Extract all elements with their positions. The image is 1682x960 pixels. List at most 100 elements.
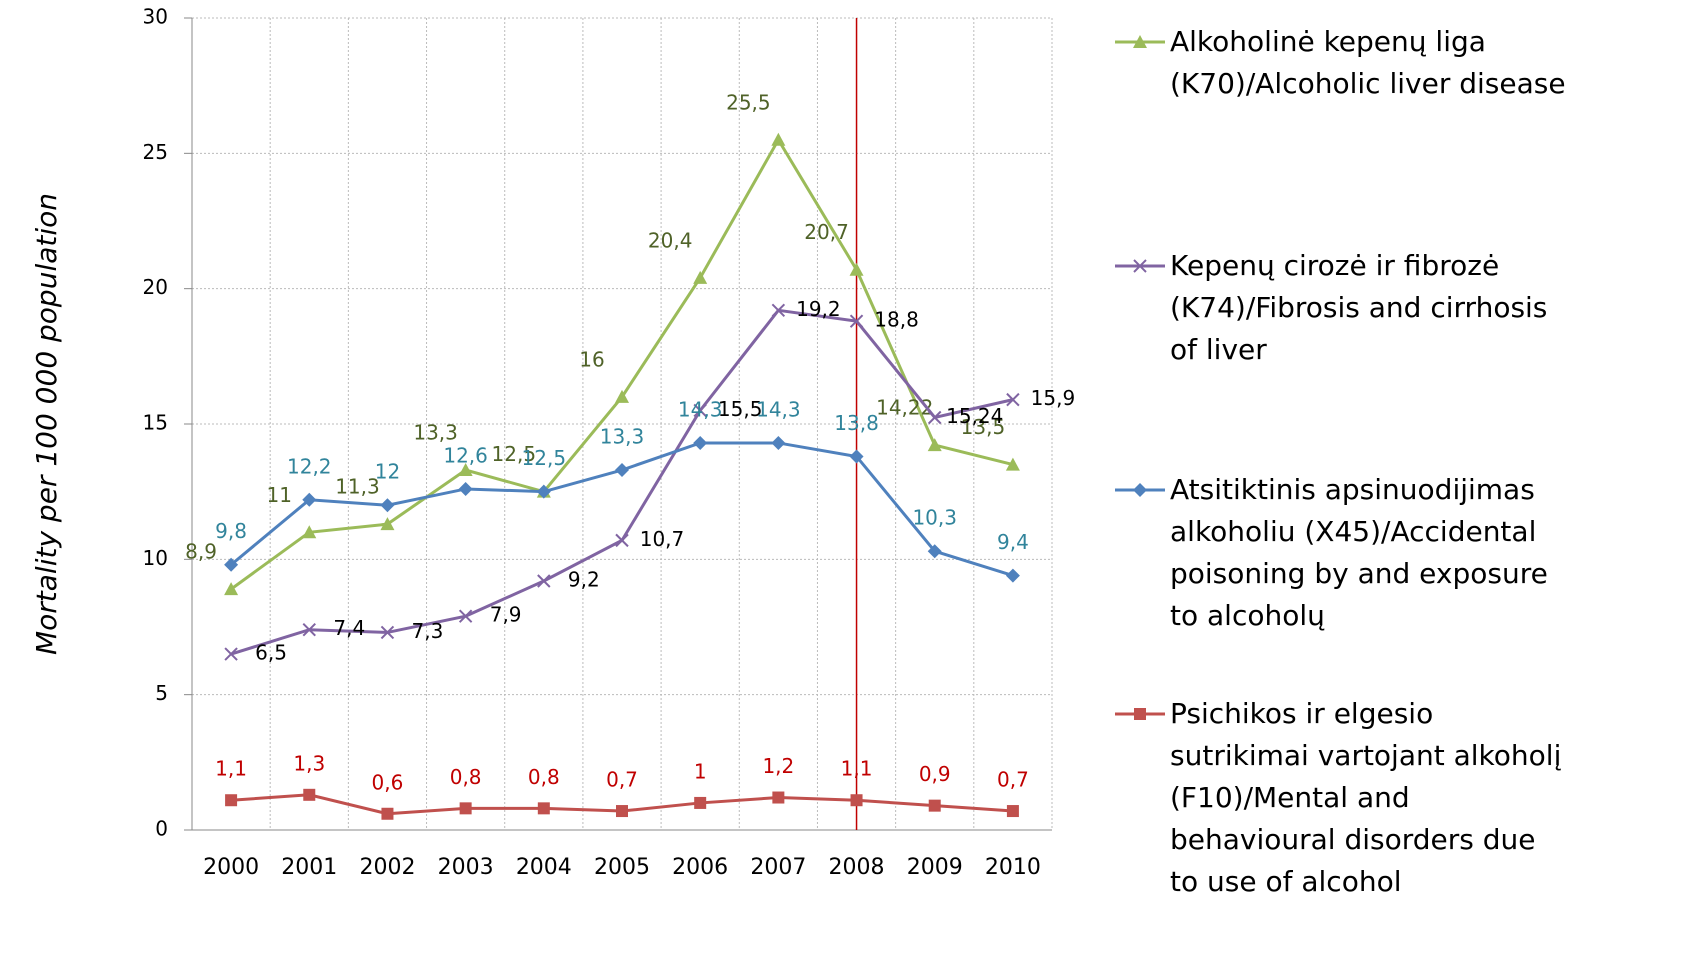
data-label: 0,7 (606, 768, 638, 792)
marker (224, 557, 239, 572)
marker (615, 389, 629, 403)
x-tick-label: 2009 (907, 855, 963, 880)
data-label: 1,2 (762, 754, 794, 778)
marker (459, 802, 472, 815)
marker (1133, 483, 1147, 497)
data-label: 1,3 (293, 751, 325, 775)
data-label: 10,7 (640, 527, 685, 551)
legend-label: Psichikos ir elgesio sutrikimai vartojan… (1170, 697, 1562, 898)
data-label: 16 (579, 347, 604, 371)
marker (302, 622, 316, 637)
data-label: 14,3 (678, 397, 723, 421)
marker (1133, 259, 1147, 273)
legend-label: Alkoholinė kepenų liga (K70)/Alcoholic l… (1170, 25, 1566, 100)
data-label: 0,7 (997, 768, 1029, 792)
data-label: 12,2 (287, 454, 332, 478)
marker (772, 791, 785, 804)
data-label: 0,8 (528, 765, 560, 789)
marker (1006, 392, 1020, 407)
marker (771, 303, 786, 318)
marker (536, 484, 551, 499)
data-label: 0,6 (372, 770, 404, 794)
data-label: 13,3 (413, 421, 458, 445)
data-label: 25,5 (726, 90, 771, 114)
marker (380, 625, 395, 640)
data-label: 8,9 (185, 540, 217, 564)
marker (302, 492, 317, 507)
marker (1005, 568, 1020, 583)
marker (458, 463, 473, 477)
marker (381, 807, 394, 820)
x-tick-label: 2000 (203, 855, 259, 880)
marker (537, 802, 550, 815)
data-label: 0,8 (450, 765, 482, 789)
data-label: 7,9 (490, 603, 522, 627)
data-label: 12,6 (443, 443, 488, 467)
y-tick-label: 5 (155, 681, 168, 705)
data-label: 12,5 (522, 446, 567, 470)
marker (1133, 35, 1147, 48)
marker (771, 435, 786, 450)
x-tick-label: 2001 (281, 855, 337, 880)
marker (928, 410, 942, 425)
marker (928, 799, 941, 812)
data-label: 11 (267, 483, 292, 507)
marker (771, 132, 786, 146)
data-label: 12,5 (492, 442, 537, 466)
marker (615, 533, 629, 548)
x-tick-label: 2007 (750, 855, 806, 880)
marker (615, 463, 629, 478)
marker (694, 796, 707, 809)
data-label: 19,2 (796, 297, 841, 321)
x-tick-label: 2003 (438, 855, 494, 880)
marker (693, 403, 707, 418)
legend-label: Atsitiktinis apsinuodijimas alkoholiu (X… (1170, 473, 1548, 632)
marker (927, 544, 942, 559)
x-tick-label: 2004 (516, 855, 572, 880)
marker (224, 582, 239, 596)
data-label: 1 (694, 759, 707, 783)
data-label: 9,8 (215, 519, 247, 543)
y-axis-label: Mortality per 100 000 population (30, 193, 63, 655)
data-label: 20,7 (804, 220, 849, 244)
data-label: 18,8 (874, 308, 919, 332)
data-label: 11,3 (335, 475, 380, 499)
y-tick-label: 0 (155, 817, 168, 841)
data-label: 7,3 (412, 619, 444, 643)
marker (1134, 708, 1146, 720)
data-label: 10,3 (912, 506, 957, 530)
marker (302, 525, 317, 539)
data-label: 9,4 (997, 530, 1029, 554)
y-tick-label: 30 (143, 5, 168, 29)
marker (849, 449, 864, 464)
marker (458, 609, 473, 623)
data-label: 6,5 (255, 641, 287, 665)
data-label: 13,5 (961, 415, 1006, 439)
marker (458, 481, 473, 496)
data-label: 7,4 (333, 616, 365, 640)
marker (225, 794, 238, 807)
data-label: 9,2 (568, 567, 600, 591)
data-label: 14,22 (876, 396, 933, 420)
y-tick-label: 20 (143, 275, 168, 299)
data-label: 0,9 (919, 762, 951, 786)
x-tick-label: 2006 (672, 855, 728, 880)
data-label: 20,4 (648, 228, 693, 252)
marker (537, 574, 551, 588)
marker (1005, 457, 1020, 471)
data-label: 1,1 (841, 757, 873, 781)
x-tick-label: 2010 (985, 855, 1041, 880)
data-label: 1,1 (215, 757, 247, 781)
marker (1006, 805, 1019, 818)
marker (380, 498, 395, 513)
data-label: 14,3 (756, 397, 801, 421)
x-tick-label: 2008 (829, 855, 885, 880)
marker (380, 517, 395, 531)
marker (849, 314, 864, 328)
data-label: 15,24 (946, 404, 1003, 428)
y-tick-label: 10 (143, 546, 168, 570)
data-label: 13,3 (600, 425, 645, 449)
y-tick-label: 15 (143, 411, 168, 435)
